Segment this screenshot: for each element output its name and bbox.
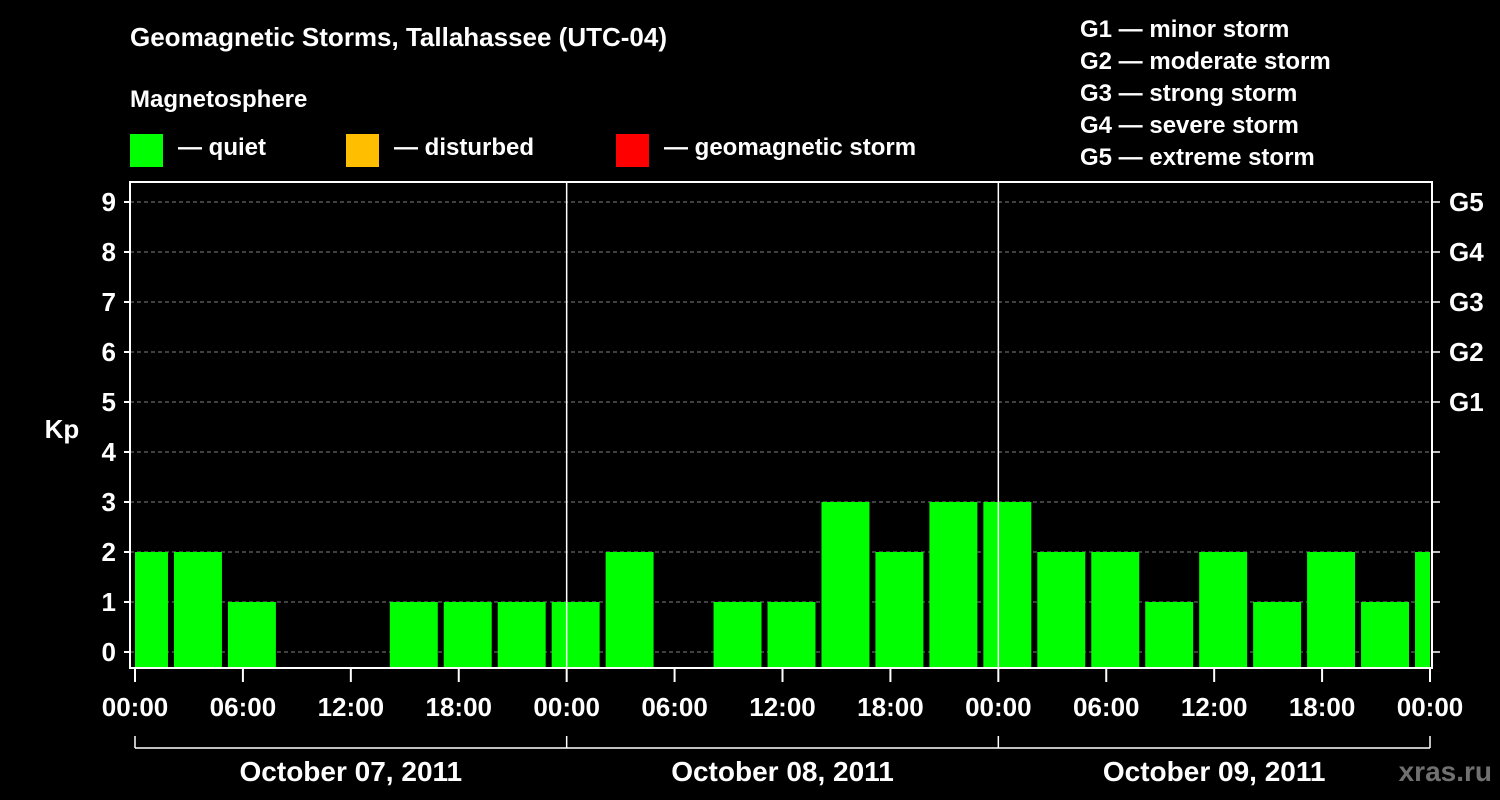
kp-bar-9 — [767, 602, 816, 668]
legend-label-storm: — geomagnetic storm — [664, 134, 917, 161]
kp-bar-10 — [821, 502, 870, 668]
storm-scale-g5: G5 — extreme storm — [1080, 144, 1315, 171]
x-tick-label-1: 06:00 — [210, 692, 277, 722]
y-tick-label-1: 1 — [102, 587, 116, 617]
kp-bar-4 — [443, 602, 492, 668]
x-tick-label-8: 00:00 — [965, 692, 1032, 722]
kp-bar-3 — [389, 602, 438, 668]
x-tick-label-9: 06:00 — [1073, 692, 1140, 722]
kp-bar-8 — [713, 602, 762, 668]
legend-label-disturbed: — disturbed — [394, 134, 535, 161]
kp-bar-16 — [1145, 602, 1194, 668]
x-tick-label-12: 00:00 — [1397, 692, 1464, 722]
kp-bar-7 — [605, 552, 654, 668]
storm-scale-g1: G1 — minor storm — [1080, 16, 1290, 43]
x-tick-label-0: 00:00 — [102, 692, 169, 722]
kp-bar-0 — [135, 552, 168, 668]
kp-bar-18 — [1253, 602, 1302, 668]
plot-frame — [129, 181, 1433, 669]
kp-bar-14 — [1037, 552, 1086, 668]
storm-scale-g2: G2 — moderate storm — [1080, 48, 1331, 75]
kp-bar-17 — [1199, 552, 1248, 668]
kp-bar-6 — [551, 602, 600, 668]
x-tick-label-7: 18:00 — [857, 692, 924, 722]
y-tick-label-7: 7 — [102, 287, 116, 317]
day-label-2: October 09, 2011 — [1103, 756, 1326, 787]
x-tick-label-5: 06:00 — [641, 692, 708, 722]
legend-label-quiet: — quiet — [178, 134, 266, 161]
y-tick-label-9: 9 — [102, 187, 116, 217]
right-axis-label-g5: G5 — [1449, 187, 1484, 217]
storm-scale-g3: G3 — strong storm — [1080, 80, 1298, 107]
kp-bar-12 — [929, 502, 978, 668]
kp-bar-21 — [1415, 552, 1430, 668]
y-tick-label-6: 6 — [102, 337, 116, 367]
watermark: xras.ru — [1398, 756, 1492, 787]
right-axis-label-g1: G1 — [1449, 387, 1484, 417]
x-tick-label-11: 18:00 — [1289, 692, 1356, 722]
kp-bar-20 — [1361, 602, 1410, 668]
x-tick-label-4: 00:00 — [533, 692, 600, 722]
y-tick-label-5: 5 — [102, 387, 116, 417]
x-tick-label-3: 18:00 — [426, 692, 493, 722]
y-tick-label-4: 4 — [102, 437, 117, 467]
right-axis-label-g2: G2 — [1449, 337, 1484, 367]
legend-swatch-quiet — [130, 134, 163, 167]
kp-bar-15 — [1091, 552, 1140, 668]
kp-bar-5 — [497, 602, 546, 668]
legend-swatch-storm — [616, 134, 649, 167]
right-axis-label-g4: G4 — [1449, 237, 1484, 267]
y-tick-label-2: 2 — [102, 537, 116, 567]
x-tick-label-2: 12:00 — [318, 692, 385, 722]
day-label-1: October 08, 2011 — [671, 756, 894, 787]
y-tick-label-8: 8 — [102, 237, 116, 267]
x-tick-label-6: 12:00 — [749, 692, 816, 722]
y-tick-label-3: 3 — [102, 487, 116, 517]
legend-heading: Magnetosphere — [130, 86, 308, 113]
kp-bar-11 — [875, 552, 924, 668]
y-tick-label-0: 0 — [102, 637, 116, 667]
kp-bar-1 — [173, 552, 222, 668]
right-axis-label-g3: G3 — [1449, 287, 1484, 317]
y-axis-label: Kp — [45, 414, 80, 444]
x-tick-label-10: 12:00 — [1181, 692, 1248, 722]
kp-bar-2 — [227, 602, 276, 668]
day-label-0: October 07, 2011 — [240, 756, 463, 787]
chart-title: Geomagnetic Storms, Tallahassee (UTC-04) — [130, 22, 668, 52]
kp-bar-13 — [983, 502, 1032, 668]
legend-swatch-disturbed — [346, 134, 379, 167]
storm-scale-g4: G4 — severe storm — [1080, 112, 1299, 139]
kp-bar-19 — [1307, 552, 1356, 668]
